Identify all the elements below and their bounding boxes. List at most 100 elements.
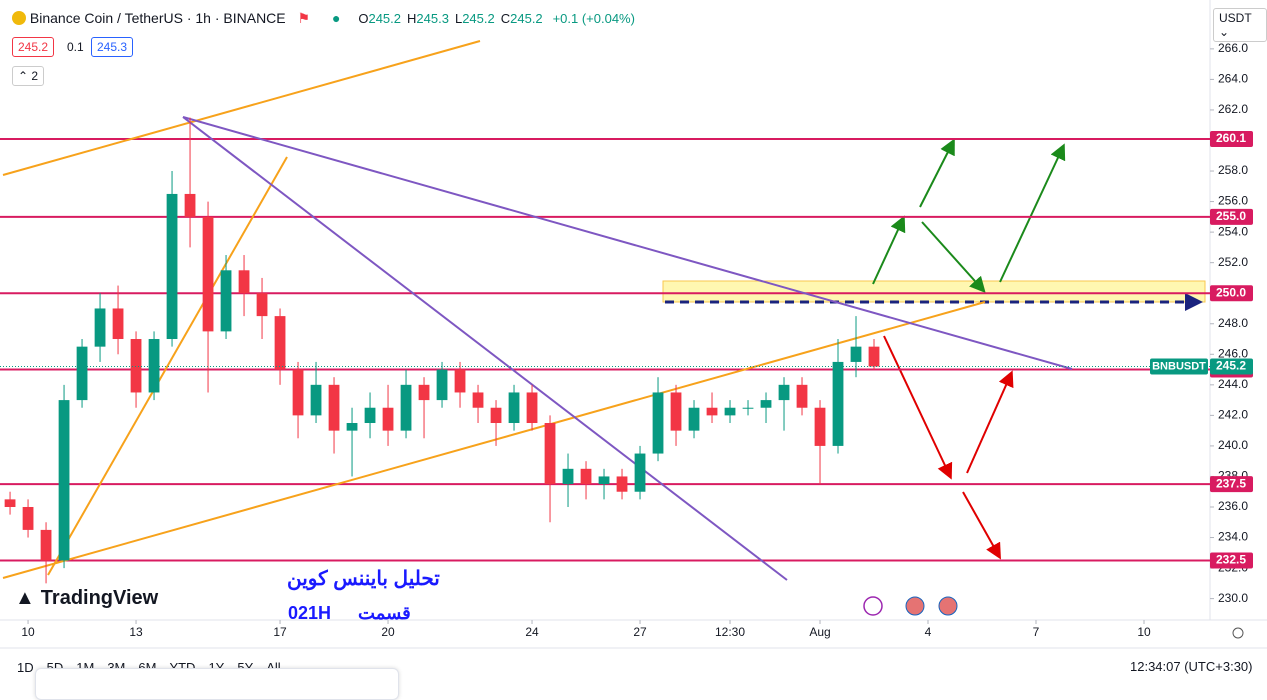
- candle-body: [454, 369, 466, 393]
- icon: [938, 596, 958, 616]
- candle-body: [22, 506, 34, 530]
- bid[interactable]: 245.2: [12, 37, 55, 57]
- candle-body: [292, 369, 304, 416]
- candle-body: [670, 392, 682, 431]
- drawing-toolbar[interactable]: [35, 668, 399, 700]
- candle-body: [832, 361, 844, 446]
- candle-body: [166, 193, 178, 340]
- arrow: [962, 491, 1001, 560]
- logo: ▲ TradingView: [15, 587, 158, 610]
- y-tick-label: 234.0: [1218, 530, 1248, 544]
- candle-body: [688, 407, 700, 431]
- currency-label: USDT: [1219, 11, 1252, 25]
- y-tick-label: 244.0: [1218, 377, 1248, 391]
- arrow: [883, 335, 953, 480]
- ohlc-key: C: [500, 11, 511, 26]
- candle-body: [562, 468, 574, 485]
- candle-body: [526, 392, 538, 424]
- spread: 0.1: [67, 40, 84, 54]
- arrows: [872, 138, 1066, 560]
- last-price-box: [1210, 358, 1253, 375]
- flag: ⚑: [297, 10, 311, 26]
- x-tick-label: 7: [1033, 625, 1040, 639]
- candle-body: [868, 346, 880, 367]
- symbol: Binance Coin / TetherUS · 1h · BINANCE: [29, 10, 286, 26]
- candle-body: [490, 407, 502, 424]
- y-tick-label: 248.0: [1218, 316, 1248, 330]
- trend-line: [47, 156, 288, 576]
- icon: [863, 596, 883, 616]
- annotations: [662, 280, 1206, 311]
- candle-body: [400, 384, 412, 431]
- trend-line: [182, 116, 788, 581]
- y-tick-label: 264.0: [1218, 72, 1248, 86]
- candle-body: [544, 423, 556, 485]
- candle-body: [130, 339, 142, 393]
- trend-lines: [2, 40, 1073, 581]
- period-button[interactable]: 1D: [17, 660, 34, 675]
- level-label: 232.5: [1216, 553, 1246, 567]
- candle-body: [76, 346, 88, 401]
- arrow: [999, 143, 1066, 283]
- ask[interactable]: 245.3: [91, 37, 134, 57]
- candle-body: [256, 293, 268, 317]
- candle-body: [220, 270, 232, 332]
- y-tick-label: 254.0: [1218, 224, 1248, 238]
- x-tick-label: 17: [273, 625, 287, 639]
- ohlc-key: L: [454, 11, 463, 26]
- ohlc-key: H: [407, 11, 417, 26]
- logo-text: TradingView: [40, 587, 159, 609]
- candle-body: [850, 346, 862, 362]
- candle-body: [778, 384, 790, 401]
- x-tick-label: 27: [633, 625, 647, 639]
- candle-body: [364, 407, 376, 424]
- candle-body: [310, 384, 322, 416]
- icon: [905, 596, 925, 616]
- y-tick-label: 258.0: [1218, 163, 1248, 177]
- level-label-box: [1210, 285, 1253, 302]
- candle-body: [652, 392, 664, 454]
- candle-body: [580, 468, 592, 485]
- indicators-toggle[interactable]: ⌃ 2: [12, 66, 45, 86]
- y-tick-label: 236.0: [1218, 499, 1248, 513]
- x-tick-label: 13: [129, 625, 143, 639]
- candle-body: [814, 407, 826, 446]
- settings-icon[interactable]: [1232, 627, 1244, 639]
- candle-body: [472, 392, 484, 408]
- candle-body: [382, 407, 394, 431]
- ohlc-value: 245.2: [462, 11, 495, 26]
- currency[interactable]: USDT ⌄: [1213, 8, 1267, 42]
- level-label-box: [1210, 552, 1253, 569]
- x-tick-label: 24: [525, 625, 539, 639]
- timeframe: 1H: [308, 603, 332, 623]
- x-tick-label: 20: [381, 625, 395, 639]
- y-tick-label: 256.0: [1218, 194, 1248, 208]
- trend-line: [182, 116, 1073, 370]
- level-label: 237.5: [1216, 476, 1246, 490]
- level-label: 255.0: [1216, 209, 1246, 223]
- level-label-box: [1210, 476, 1253, 493]
- y-tick-label: 266.0: [1218, 41, 1248, 55]
- candle-body: [598, 476, 610, 485]
- candle-body: [706, 407, 718, 416]
- trend-line: [2, 40, 481, 176]
- overlay-title: تحلیل بایننس کوین: [287, 568, 440, 590]
- logo-icon: ▲: [15, 587, 35, 609]
- change: +0.1 (+0.04%): [552, 11, 635, 26]
- candle-body: [418, 384, 430, 401]
- candle-body: [742, 407, 754, 409]
- x-tick-label: Aug: [809, 625, 830, 639]
- y-tick-label: 230.0: [1218, 591, 1248, 605]
- overlay-episode: قسمت 021H: [288, 603, 411, 624]
- episode: قسمت 02: [288, 603, 411, 623]
- candle-body: [58, 400, 70, 561]
- candle-body: [274, 316, 286, 370]
- candle-body: [796, 384, 808, 408]
- ohlc-value: 245.3: [416, 11, 449, 26]
- arrow-head: [1185, 293, 1203, 311]
- trend-line: [2, 301, 986, 579]
- x-tick-label: 10: [21, 625, 35, 639]
- ohlc-value: 245.2: [368, 11, 402, 26]
- candle-body: [616, 476, 628, 492]
- candle-body: [724, 407, 736, 416]
